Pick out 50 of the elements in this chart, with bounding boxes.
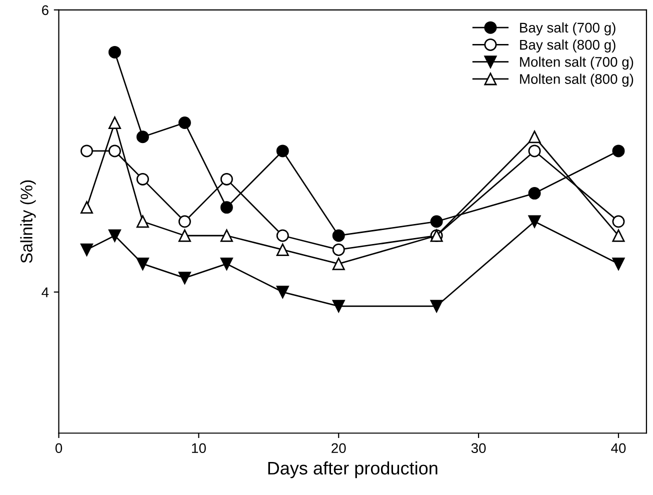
point — [332, 243, 345, 256]
legend-label: Molten salt (700 g) — [520, 56, 634, 70]
point — [80, 201, 94, 214]
x-tick-label: 0 — [55, 443, 62, 454]
point — [220, 229, 233, 242]
point — [220, 258, 233, 270]
x-tick-label: 10 — [192, 443, 206, 454]
point — [136, 172, 149, 186]
x-axis-title: Days after production — [268, 461, 438, 478]
point — [612, 144, 625, 158]
point — [276, 144, 289, 158]
legend-label: Molten salt (800 g) — [520, 74, 634, 87]
point — [276, 243, 289, 256]
point — [430, 215, 443, 228]
point — [178, 229, 191, 242]
point — [276, 286, 289, 298]
point — [136, 130, 149, 144]
point — [108, 116, 121, 130]
point — [612, 258, 625, 270]
point — [612, 229, 625, 242]
x-tick-label: 20 — [332, 443, 346, 454]
point — [612, 215, 625, 228]
point — [220, 172, 233, 186]
point — [178, 272, 191, 284]
point — [332, 229, 345, 242]
point — [332, 300, 345, 312]
point — [136, 258, 149, 270]
point — [528, 144, 541, 158]
x-tick-label: 30 — [471, 443, 486, 454]
point — [108, 229, 121, 242]
y-tick-label: 6 — [42, 5, 48, 16]
point — [80, 243, 94, 256]
y-tick-label: 4 — [42, 288, 49, 298]
point — [332, 258, 345, 270]
y-axis-title: Salinity (%) — [20, 180, 36, 263]
point — [80, 144, 94, 158]
point — [430, 300, 443, 312]
point — [528, 215, 541, 228]
point — [108, 144, 121, 158]
legend-label: Bay salt (700 g) — [520, 22, 616, 36]
x-tick-label: 40 — [611, 443, 626, 454]
point — [528, 130, 541, 144]
point — [220, 201, 233, 214]
point — [178, 215, 191, 228]
point — [178, 116, 191, 130]
point — [528, 187, 541, 200]
point — [276, 229, 289, 242]
legend-label: Bay salt (800 g) — [520, 40, 616, 52]
point — [108, 46, 121, 58]
point — [136, 215, 149, 228]
